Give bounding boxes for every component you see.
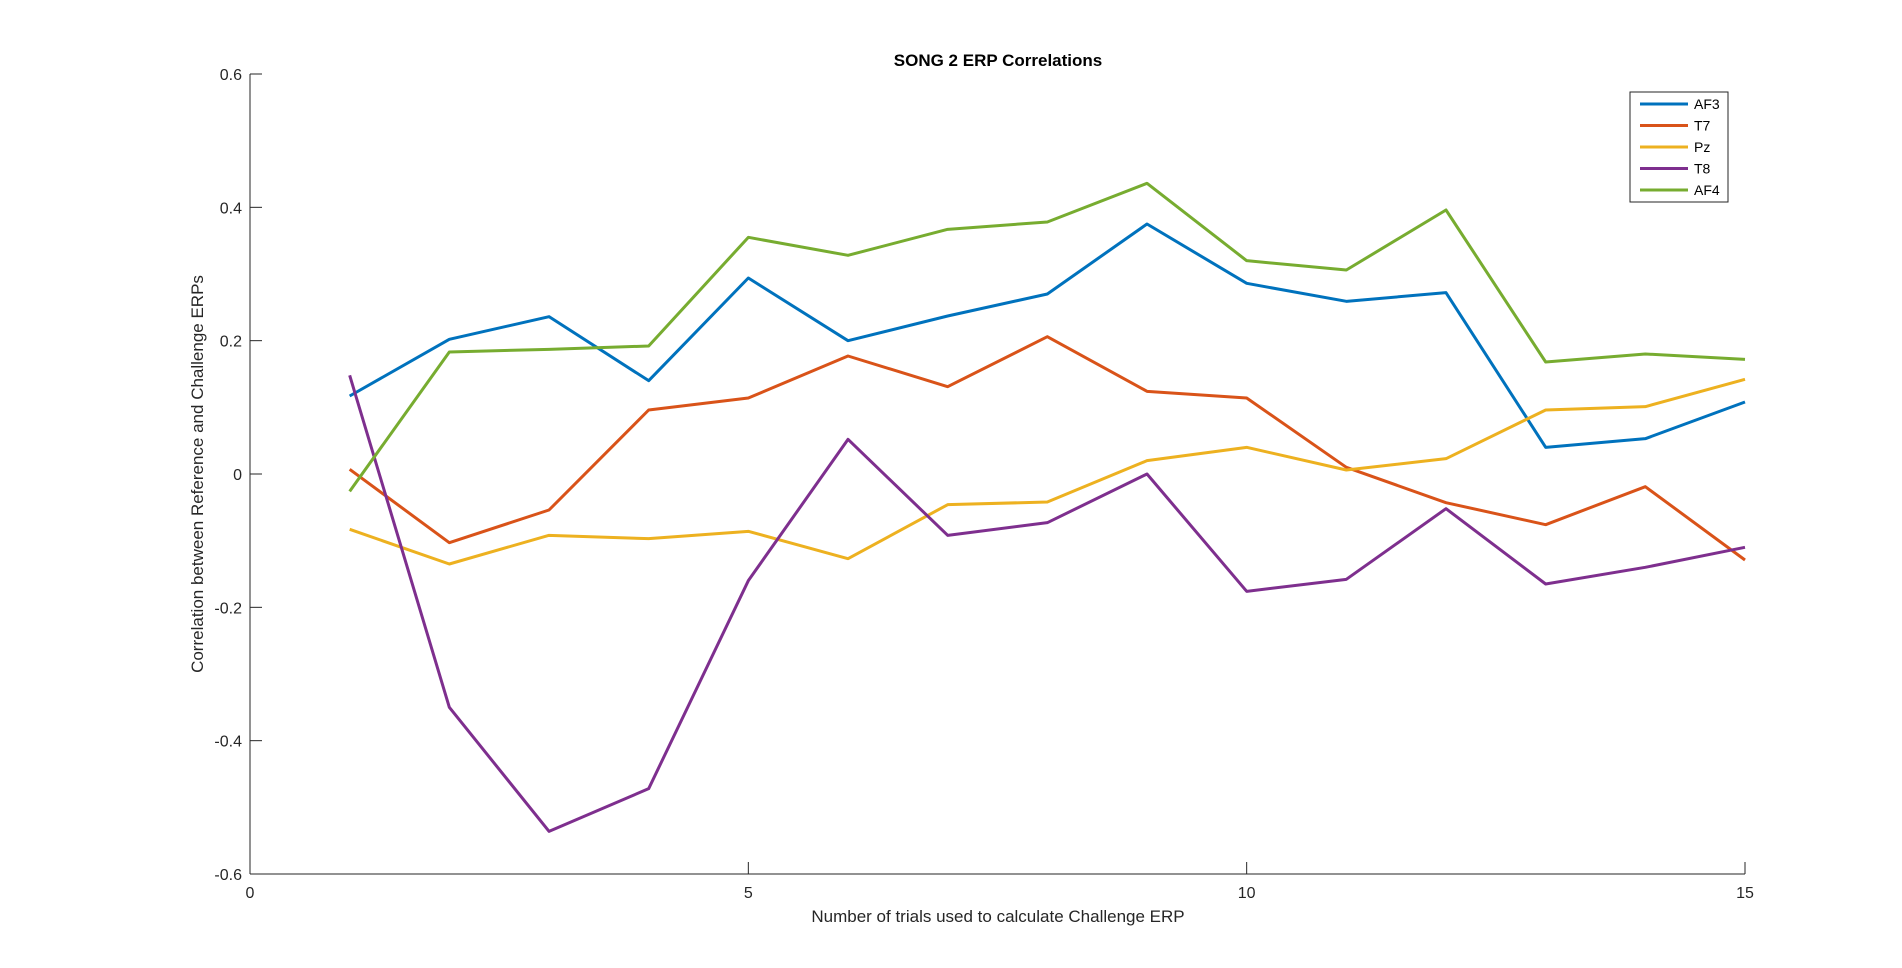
series-line-af3 <box>348 222 1746 449</box>
y-axis-label: Correlation between Reference and Challe… <box>188 275 207 673</box>
y-tick-label: -0.2 <box>214 600 242 617</box>
series-line-pz <box>349 377 1746 566</box>
y-tick-label: -0.4 <box>214 734 242 751</box>
legend-label-t7: T7 <box>1694 118 1711 134</box>
legend-label-pz: Pz <box>1694 139 1710 155</box>
x-axis-label: Number of trials used to calculate Chall… <box>811 907 1184 926</box>
axes <box>249 74 1745 875</box>
y-tick-label: 0.6 <box>220 67 242 84</box>
legend-label-t8: T8 <box>1694 161 1711 177</box>
x-tick-label: 10 <box>1238 885 1256 902</box>
x-tick-label: 15 <box>1736 885 1754 902</box>
y-tick-label: 0 <box>233 467 242 484</box>
y-tick-label: 0.2 <box>220 334 242 351</box>
x-ticks: 0 5 10 15 <box>246 862 1754 902</box>
chart-title: SONG 2 ERP Correlations <box>894 51 1102 70</box>
legend-label-af3: AF3 <box>1694 96 1720 112</box>
y-tick-label: 0.4 <box>220 200 242 217</box>
x-tick-label: 0 <box>246 885 255 902</box>
series-line-t8 <box>348 374 1746 833</box>
series-line-t7 <box>348 335 1746 562</box>
legend: AF3 T7 Pz T8 AF4 <box>1629 91 1729 203</box>
y-tick-label: -0.6 <box>214 867 242 884</box>
series-lines <box>348 181 1746 833</box>
series-line-af4 <box>348 181 1746 493</box>
y-ticks: -0.6 -0.4 -0.2 0 0.2 0.4 0.6 <box>214 67 262 884</box>
x-tick-label: 5 <box>744 885 753 902</box>
legend-label-af4: AF4 <box>1694 182 1720 198</box>
